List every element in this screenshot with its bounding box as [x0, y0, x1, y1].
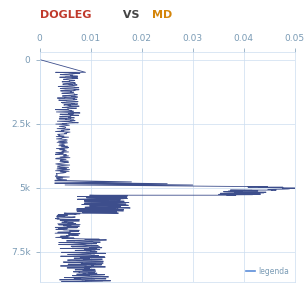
- Text: VS: VS: [119, 10, 143, 20]
- Text: DOGLEG: DOGLEG: [40, 10, 91, 20]
- Text: MD: MD: [152, 10, 172, 20]
- Legend: legenda: legenda: [244, 265, 291, 278]
